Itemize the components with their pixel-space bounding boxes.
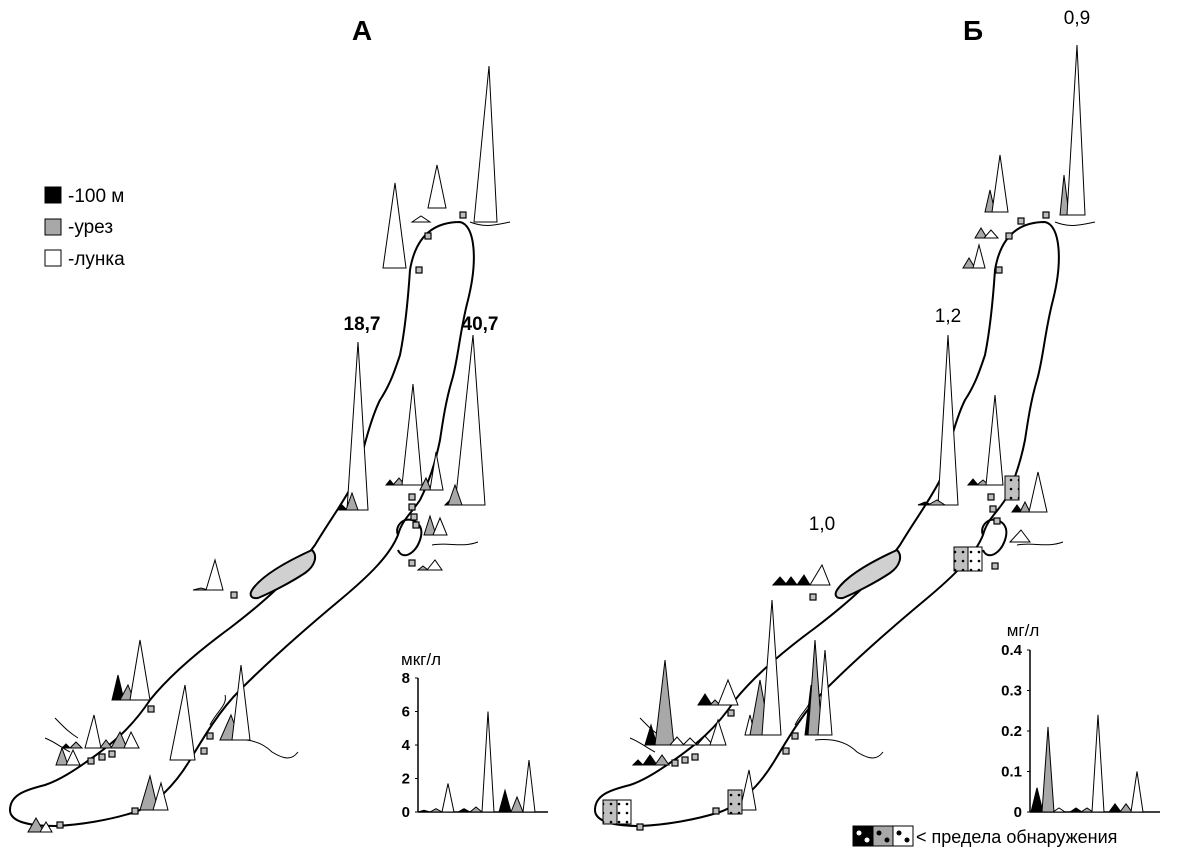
callout-north-b: 0,9	[1064, 8, 1090, 29]
scale-unit-a: мкг/л	[401, 650, 441, 669]
y-tick-label: 0.2	[1001, 723, 1022, 740]
panel-b: Б	[593, 8, 1160, 831]
station-peaks-a	[27, 65, 498, 833]
legend-label-100m: -100 м	[68, 186, 124, 207]
y-tick-label: 4	[402, 737, 411, 754]
scale-peak-100m	[498, 788, 512, 813]
legend-swatch-hole	[44, 249, 62, 267]
station-markers-a	[56, 211, 467, 829]
legend-item-shore: -урез	[44, 217, 113, 238]
olkhon-island-b	[834, 548, 902, 600]
panel-a-label: А	[352, 15, 372, 46]
y-tick-label: 0.1	[1001, 764, 1022, 781]
callout-north-east-a: 40,7	[462, 314, 499, 335]
scale-chart-a: мкг/л 8 6 4 2 0	[401, 650, 548, 821]
scale-peak-100m	[1030, 787, 1044, 813]
callout-north-west-a: 18,7	[344, 314, 381, 335]
scale-chart-b: мг/л 0.4 0.3 0.2 0.1 0	[1001, 621, 1160, 821]
below-detection-swatch-white	[892, 825, 914, 847]
callout-north-west-b: 1,2	[935, 306, 961, 327]
scale-peak-shore	[1041, 726, 1055, 813]
scale-peaks-b	[1030, 714, 1144, 813]
scale-peak-100m	[456, 808, 472, 813]
scale-peak-shore	[1119, 803, 1133, 813]
scale-unit-b: мг/л	[1007, 621, 1040, 640]
station-peaks-b	[631, 44, 1086, 811]
legend-swatch-shore	[44, 218, 62, 236]
scale-peaks-a	[417, 711, 536, 813]
y-tick-label: 8	[402, 670, 410, 687]
scale-peak-shore	[1079, 807, 1095, 813]
scale-peak-hole	[1130, 771, 1144, 813]
y-tick-label: 0.4	[1001, 642, 1023, 659]
scale-peak-shore	[510, 795, 524, 813]
rivers-b	[629, 221, 1096, 759]
below-detection-boxes-b	[602, 475, 1020, 825]
scale-peak-100m	[1108, 803, 1122, 813]
y-ticks-a: 8 6 4 2 0	[402, 670, 418, 821]
legend-item-100m: -100 м	[44, 186, 124, 207]
y-tick-label: 2	[402, 771, 410, 788]
scale-peak-hole	[441, 783, 455, 813]
y-tick-label: 0.3	[1001, 683, 1022, 700]
legend-label-hole: -лунка	[68, 249, 125, 270]
y-tick-label: 0	[1014, 804, 1022, 821]
below-detection-swatch-black	[852, 825, 874, 847]
panel-a: А	[8, 15, 548, 833]
below-detection-swatch-gray	[872, 825, 894, 847]
scale-peak-hole	[522, 760, 536, 813]
legend: -100 м -урез -лунка	[44, 186, 125, 270]
station-markers-b	[636, 211, 1050, 831]
callout-central-b: 1,0	[809, 514, 835, 535]
scale-peak-hole	[481, 711, 495, 813]
scale-peak-100m	[417, 809, 431, 813]
scale-peak-shore	[468, 806, 484, 813]
scale-peak-shore	[428, 808, 444, 813]
legend-swatch-100m	[44, 186, 62, 204]
panel-b-label: Б	[963, 15, 983, 46]
scale-peak-hole	[1091, 714, 1105, 813]
legend-label-shore: -урез	[68, 217, 113, 238]
below-detection-legend: < предела обнаружения	[852, 825, 1117, 847]
below-detection-label: < предела обнаружения	[916, 827, 1117, 847]
scale-peak-100m	[1068, 807, 1084, 813]
y-ticks-b: 0.4 0.3 0.2 0.1 0	[1001, 642, 1030, 821]
y-tick-label: 0	[402, 804, 410, 821]
legend-item-hole: -лунка	[44, 249, 125, 270]
y-tick-label: 6	[402, 704, 410, 721]
olkhon-island-a	[249, 548, 317, 600]
scale-peak-hole	[1051, 807, 1067, 813]
